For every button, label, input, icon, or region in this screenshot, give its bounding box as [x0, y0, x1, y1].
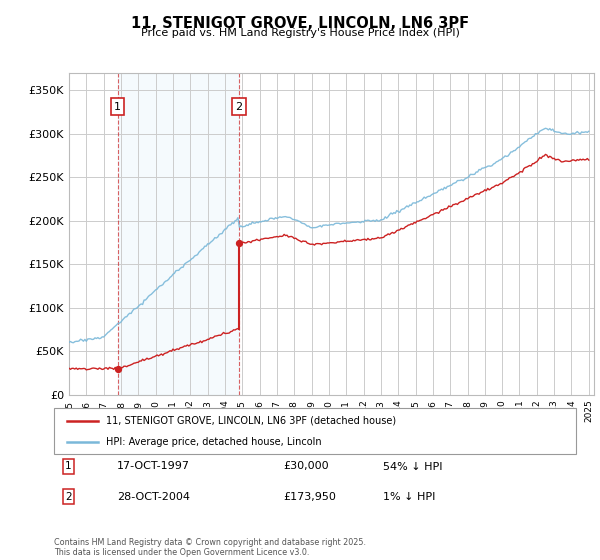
Text: Price paid vs. HM Land Registry's House Price Index (HPI): Price paid vs. HM Land Registry's House …	[140, 28, 460, 38]
Text: 28-OCT-2004: 28-OCT-2004	[116, 492, 190, 502]
Text: 54% ↓ HPI: 54% ↓ HPI	[383, 461, 442, 472]
Text: 1: 1	[114, 101, 121, 111]
Text: 11, STENIGOT GROVE, LINCOLN, LN6 3PF: 11, STENIGOT GROVE, LINCOLN, LN6 3PF	[131, 16, 469, 31]
Text: 17-OCT-1997: 17-OCT-1997	[116, 461, 190, 472]
Text: 2: 2	[65, 492, 72, 502]
Text: 1% ↓ HPI: 1% ↓ HPI	[383, 492, 435, 502]
Text: 1: 1	[65, 461, 72, 472]
Text: £173,950: £173,950	[284, 492, 337, 502]
Bar	[118, 73, 239, 395]
Point	[113, 364, 122, 373]
Text: Contains HM Land Registry data © Crown copyright and database right 2025.
This d: Contains HM Land Registry data © Crown c…	[54, 538, 366, 557]
Text: 11, STENIGOT GROVE, LINCOLN, LN6 3PF (detached house): 11, STENIGOT GROVE, LINCOLN, LN6 3PF (de…	[106, 416, 397, 426]
FancyBboxPatch shape	[54, 408, 576, 454]
Text: 2: 2	[236, 101, 243, 111]
Text: HPI: Average price, detached house, Lincoln: HPI: Average price, detached house, Linc…	[106, 437, 322, 447]
Point	[235, 239, 244, 248]
Text: £30,000: £30,000	[284, 461, 329, 472]
